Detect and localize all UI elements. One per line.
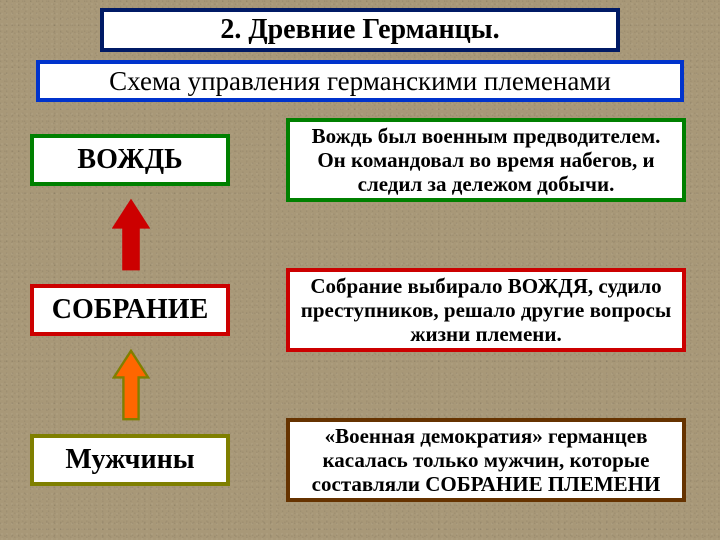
arrow-icon [114, 201, 148, 269]
desc-text: Собрание выбирало ВОЖДЯ, суди­ло преступ… [298, 274, 674, 346]
level-label: СОБРАНИЕ [52, 294, 209, 326]
desc-box-chief: Вождь был военным предводителем. Он кома… [286, 118, 686, 202]
desc-text: Вождь был военным предводителем. Он кома… [298, 124, 674, 196]
arrow-up-red [112, 198, 150, 272]
level-box-men: Мужчины [30, 434, 230, 486]
level-label: Мужчины [65, 444, 194, 476]
level-box-chief: ВОЖДЬ [30, 134, 230, 186]
level-box-assembly: СОБРАНИЕ [30, 284, 230, 336]
desc-box-assembly: Собрание выбирало ВОЖДЯ, суди­ло преступ… [286, 268, 686, 352]
desc-text: «Военная демократия» германцев касалась … [298, 424, 674, 496]
desc-box-men: «Военная демократия» германцев касалась … [286, 418, 686, 502]
arrow-icon [114, 351, 148, 419]
level-label: ВОЖДЬ [77, 144, 182, 176]
subtitle-text: Схема управления германскими племенами [109, 66, 611, 97]
title-box: 2. Древние Германцы. [100, 8, 620, 52]
subtitle-box: Схема управления германскими племенами [36, 60, 684, 102]
arrow-up-olive [112, 348, 150, 422]
title-text: 2. Древние Германцы. [220, 14, 499, 46]
